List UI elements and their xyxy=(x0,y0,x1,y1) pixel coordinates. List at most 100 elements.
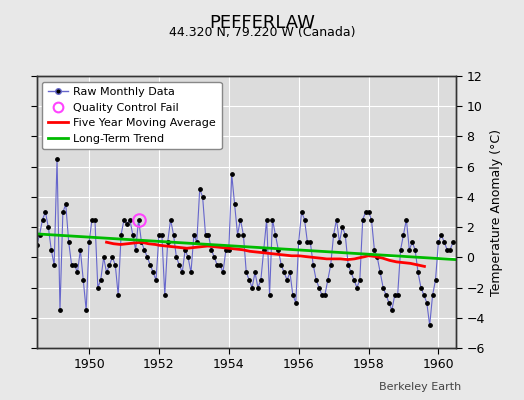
Point xyxy=(96,277,105,283)
Point xyxy=(370,246,378,253)
Point xyxy=(300,216,309,223)
Point xyxy=(350,277,358,283)
Point xyxy=(73,269,82,276)
Point xyxy=(268,216,277,223)
Point xyxy=(213,262,221,268)
Point xyxy=(70,262,79,268)
Point xyxy=(306,239,314,246)
Point xyxy=(91,216,99,223)
Point xyxy=(111,262,119,268)
Point xyxy=(274,246,282,253)
Point xyxy=(390,292,399,298)
Point xyxy=(100,254,108,260)
Point xyxy=(385,300,393,306)
Point xyxy=(233,232,242,238)
Point xyxy=(321,292,329,298)
Point xyxy=(422,300,431,306)
Point xyxy=(303,239,312,246)
Point xyxy=(239,232,247,238)
Point xyxy=(193,239,201,246)
Point xyxy=(216,262,224,268)
Point xyxy=(236,216,245,223)
Point xyxy=(128,232,137,238)
Point xyxy=(437,232,445,238)
Point xyxy=(248,284,256,291)
Point xyxy=(429,292,437,298)
Point xyxy=(364,209,373,215)
Point xyxy=(280,269,288,276)
Point xyxy=(271,232,280,238)
Point xyxy=(263,216,271,223)
Point xyxy=(190,232,198,238)
Point xyxy=(27,269,35,276)
Point xyxy=(146,262,155,268)
Point xyxy=(344,262,352,268)
Point xyxy=(242,269,250,276)
Point xyxy=(446,246,454,253)
Point xyxy=(21,197,29,203)
Point xyxy=(172,254,181,260)
Point xyxy=(338,224,346,230)
Point xyxy=(277,262,286,268)
Point xyxy=(41,209,50,215)
Point xyxy=(318,292,326,298)
Point xyxy=(56,307,64,314)
Point xyxy=(126,216,134,223)
Point xyxy=(324,277,332,283)
Point xyxy=(443,246,451,253)
Point xyxy=(88,216,96,223)
Point xyxy=(53,156,61,162)
Point xyxy=(326,262,335,268)
Y-axis label: Temperature Anomaly (°C): Temperature Anomaly (°C) xyxy=(490,128,503,296)
Point xyxy=(315,284,323,291)
Point xyxy=(117,232,125,238)
Point xyxy=(120,216,128,223)
Point xyxy=(332,216,341,223)
Point xyxy=(38,216,47,223)
Point xyxy=(312,277,320,283)
Point xyxy=(102,269,111,276)
Point xyxy=(82,307,90,314)
Point xyxy=(396,246,405,253)
Point xyxy=(59,209,67,215)
Point xyxy=(254,284,262,291)
Point xyxy=(158,232,166,238)
Point xyxy=(47,246,56,253)
Point xyxy=(169,232,178,238)
Point xyxy=(184,254,192,260)
Point xyxy=(76,246,84,253)
Point xyxy=(341,232,350,238)
Point xyxy=(44,224,52,230)
Point xyxy=(68,262,76,268)
Point xyxy=(149,269,157,276)
Point xyxy=(283,277,291,283)
Text: Berkeley Earth: Berkeley Earth xyxy=(379,382,461,392)
Point xyxy=(335,239,344,246)
Point xyxy=(219,269,227,276)
Point xyxy=(309,262,318,268)
Point xyxy=(210,254,219,260)
Point xyxy=(382,292,390,298)
Point xyxy=(414,269,422,276)
Point xyxy=(18,201,26,208)
Point xyxy=(207,246,215,253)
Point xyxy=(201,232,210,238)
Point xyxy=(199,194,207,200)
Point xyxy=(298,209,306,215)
Point xyxy=(259,246,268,253)
Point xyxy=(155,232,163,238)
Point xyxy=(405,246,413,253)
Point xyxy=(408,239,417,246)
Point xyxy=(178,269,187,276)
Point xyxy=(140,246,149,253)
Point xyxy=(449,239,457,246)
Legend: Raw Monthly Data, Quality Control Fail, Five Year Moving Average, Long-Term Tren: Raw Monthly Data, Quality Control Fail, … xyxy=(42,82,222,149)
Point xyxy=(353,284,361,291)
Point xyxy=(394,292,402,298)
Point xyxy=(225,246,233,253)
Point xyxy=(399,232,408,238)
Point xyxy=(114,292,123,298)
Point xyxy=(420,292,428,298)
Point xyxy=(105,262,114,268)
Point xyxy=(425,322,434,328)
